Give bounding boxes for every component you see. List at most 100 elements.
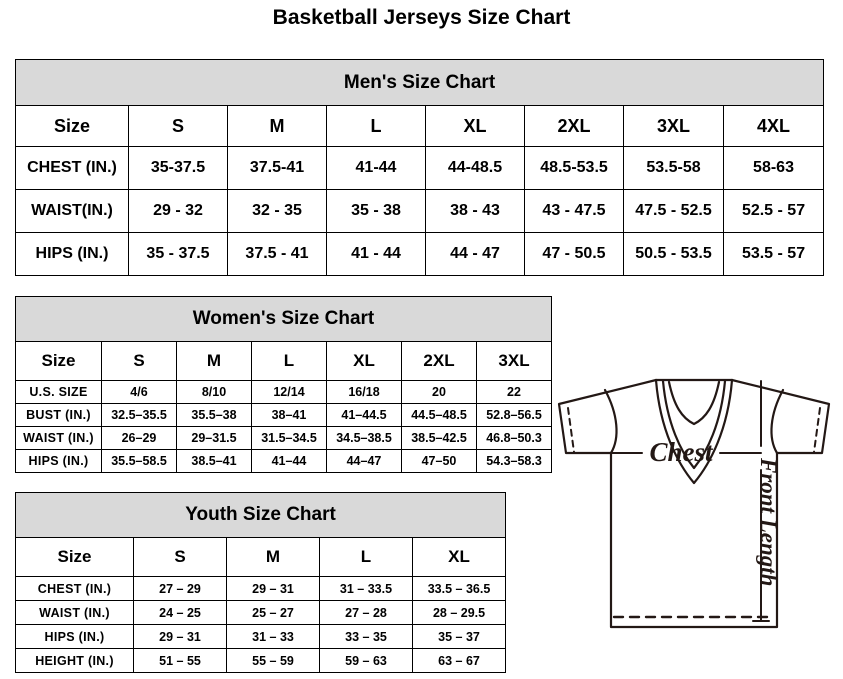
mens-cell: 41 - 44	[326, 232, 426, 276]
table-row: CHEST (IN.) 27 – 29 29 – 31 31 – 33.5 33…	[15, 576, 507, 601]
youth-caption-row: Youth Size Chart	[14, 492, 507, 538]
mens-header-row: Size S M L XL 2XL 3XL 4XL	[15, 105, 825, 147]
mens-cell: 32 - 35	[227, 189, 327, 233]
table-row: WAIST(IN.) 29 - 32 32 - 35 35 - 38 38 - …	[15, 189, 825, 233]
youth-cell: 29 – 31	[133, 624, 227, 649]
mens-cell: 53.5-58	[623, 146, 724, 190]
mens-col-l: L	[326, 105, 426, 147]
mens-cell: 47.5 - 52.5	[623, 189, 724, 233]
womens-cell: 44–47	[326, 449, 402, 473]
youth-col-m: M	[226, 537, 320, 577]
mens-cell: 44-48.5	[425, 146, 525, 190]
womens-cell: 52.8–56.5	[476, 403, 552, 427]
womens-row-label: BUST (IN.)	[15, 403, 102, 427]
youth-col-xl: XL	[411, 537, 507, 577]
mens-col-xl: XL	[425, 105, 525, 147]
womens-cell: 34.5–38.5	[326, 426, 402, 450]
youth-col-s: S	[133, 537, 227, 577]
womens-cell: 38.5–41	[176, 449, 252, 473]
womens-cell: 38.5–42.5	[401, 426, 477, 450]
womens-cell: 32.5–35.5	[101, 403, 177, 427]
womens-cell: 41–44.5	[326, 403, 402, 427]
womens-cell: 4/6	[101, 380, 177, 404]
mens-col-size: Size	[15, 105, 129, 147]
front-length-label: Front Length	[756, 457, 781, 586]
table-row: HIPS (IN.) 35.5–58.5 38.5–41 41–44 44–47…	[15, 449, 552, 473]
mens-cell: 37.5-41	[227, 146, 327, 190]
youth-header-row: Size S M L XL	[15, 537, 507, 577]
womens-cell: 26–29	[101, 426, 177, 450]
jersey-left-cuff-stitch	[567, 407, 575, 453]
mens-cell: 47 - 50.5	[524, 232, 624, 276]
jersey-left-sleeve	[557, 378, 658, 455]
table-row: U.S. SIZE 4/6 8/10 12/14 16/18 20 22	[15, 380, 552, 404]
womens-col-m: M	[176, 341, 252, 381]
womens-cell: 31.5–34.5	[251, 426, 327, 450]
mens-cell: 38 - 43	[425, 189, 525, 233]
youth-size-chart-table: Youth Size Chart Size S M L XL CHEST (IN…	[14, 492, 507, 673]
mens-cell: 48.5-53.5	[524, 146, 624, 190]
mens-cell: 53.5 - 57	[722, 232, 825, 276]
womens-col-size: Size	[15, 341, 102, 381]
youth-row-label: HEIGHT (IN.)	[15, 648, 134, 673]
mens-col-m: M	[227, 105, 327, 147]
youth-cell: 29 – 31	[226, 576, 320, 601]
table-row: WAIST (IN.) 26–29 29–31.5 31.5–34.5 34.5…	[15, 426, 552, 450]
womens-size-chart-table: Women's Size Chart Size S M L XL 2XL 3XL…	[15, 296, 552, 473]
mens-caption-row: Men's Size Chart	[14, 59, 825, 106]
womens-cell: 12/14	[251, 380, 327, 404]
womens-cell: 46.8–50.3	[476, 426, 552, 450]
jersey-vneck-middle	[661, 379, 727, 470]
womens-caption-row: Women's Size Chart	[15, 296, 552, 342]
youth-col-l: L	[319, 537, 413, 577]
mens-col-2xl: 2XL	[524, 105, 624, 147]
mens-cell: 35-37.5	[128, 146, 228, 190]
youth-row-label: WAIST (IN.)	[15, 600, 134, 625]
youth-cell: 63 – 67	[411, 648, 507, 673]
chest-label: Chest	[649, 437, 714, 467]
table-row: WAIST (IN.) 24 – 25 25 – 27 27 – 28 28 –…	[15, 600, 507, 625]
womens-cell: 44.5–48.5	[401, 403, 477, 427]
womens-cell: 41–44	[251, 449, 327, 473]
youth-cell: 27 – 28	[319, 600, 413, 625]
mens-row-label: CHEST (IN.)	[15, 146, 129, 190]
table-row: CHEST (IN.) 35-37.5 37.5-41 41-44 44-48.…	[15, 146, 825, 190]
mens-col-3xl: 3XL	[623, 105, 724, 147]
mens-caption: Men's Size Chart	[14, 59, 825, 106]
womens-header-row: Size S M L XL 2XL 3XL	[15, 341, 552, 381]
youth-cell: 28 – 29.5	[411, 600, 507, 625]
mens-row-label: WAIST(IN.)	[15, 189, 129, 233]
jersey-left-armhole	[603, 388, 618, 455]
womens-cell: 16/18	[326, 380, 402, 404]
table-row: HIPS (IN.) 29 – 31 31 – 33 33 – 35 35 – …	[15, 624, 507, 649]
womens-cell: 8/10	[176, 380, 252, 404]
mens-col-4xl: 4XL	[722, 105, 825, 147]
youth-cell: 31 – 33.5	[319, 576, 413, 601]
youth-cell: 24 – 25	[133, 600, 227, 625]
table-row: BUST (IN.) 32.5–35.5 35.5–38 38–41 41–44…	[15, 403, 552, 427]
mens-cell: 43 - 47.5	[524, 189, 624, 233]
mens-cell: 37.5 - 41	[227, 232, 327, 276]
youth-caption: Youth Size Chart	[14, 492, 507, 538]
womens-cell: 22	[476, 380, 552, 404]
youth-col-size: Size	[15, 537, 134, 577]
mens-cell: 52.5 - 57	[722, 189, 825, 233]
womens-cell: 54.3–58.3	[476, 449, 552, 473]
jersey-vneck-outer	[654, 378, 734, 485]
table-row: HIPS (IN.) 35 - 37.5 37.5 - 41 41 - 44 4…	[15, 232, 825, 276]
mens-cell: 44 - 47	[425, 232, 525, 276]
womens-col-s: S	[101, 341, 177, 381]
jersey-right-armhole	[770, 388, 785, 455]
table-row: HEIGHT (IN.) 51 – 55 55 – 59 59 – 63 63 …	[15, 648, 507, 673]
womens-row-label: HIPS (IN.)	[15, 449, 102, 473]
womens-cell: 35.5–58.5	[101, 449, 177, 473]
youth-cell: 27 – 29	[133, 576, 227, 601]
womens-col-3xl: 3XL	[476, 341, 552, 381]
womens-row-label: WAIST (IN.)	[15, 426, 102, 450]
womens-col-2xl: 2XL	[401, 341, 477, 381]
youth-cell: 33 – 35	[319, 624, 413, 649]
jersey-measurement-diagram: Chest Front Length	[548, 352, 840, 670]
womens-row-label: U.S. SIZE	[15, 380, 102, 404]
mens-cell: 58-63	[722, 146, 825, 190]
womens-caption: Women's Size Chart	[15, 296, 552, 342]
